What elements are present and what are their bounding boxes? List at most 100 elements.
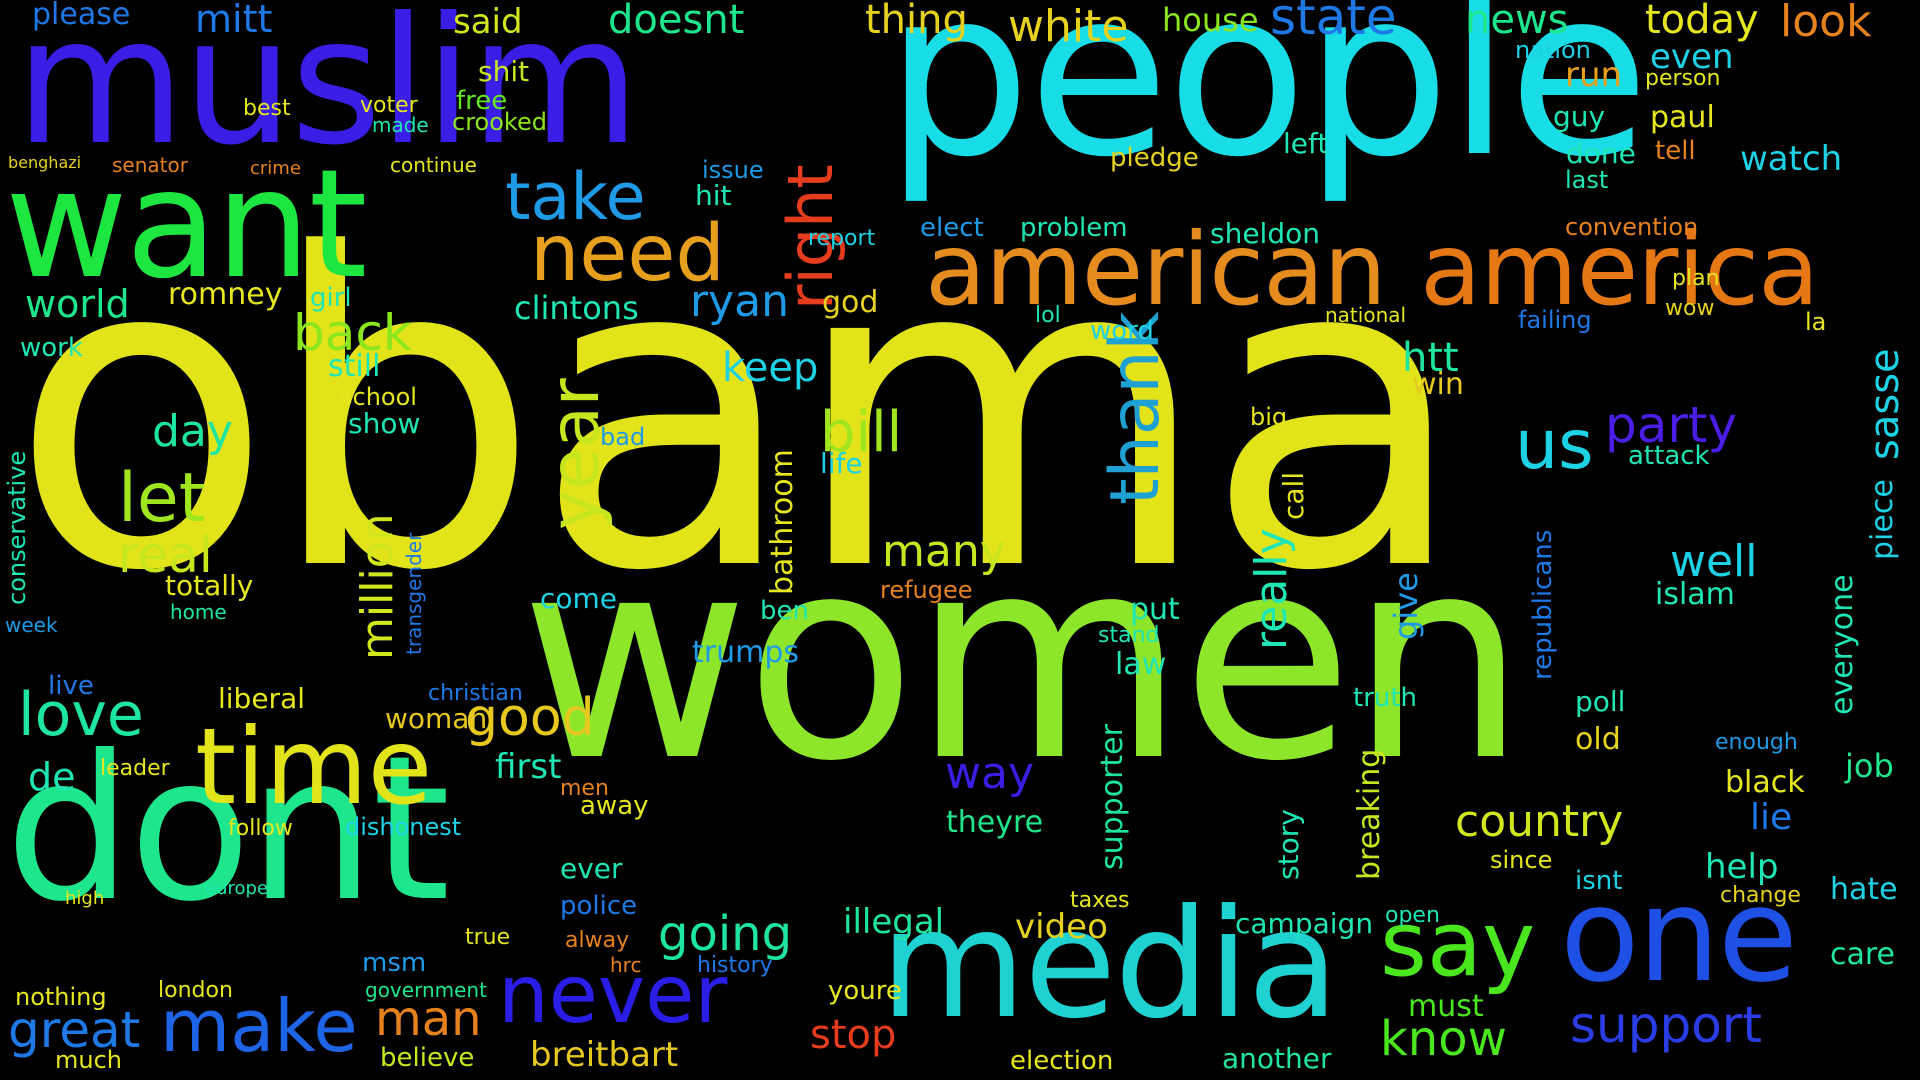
word-white: white	[1008, 1, 1129, 52]
word-convention: convention	[1565, 213, 1699, 241]
word-tell: tell	[1655, 136, 1696, 166]
word-media: media	[880, 878, 1339, 1052]
word-guy: guy	[1553, 100, 1606, 133]
word-make: make	[160, 984, 358, 1068]
word-crooked: crooked	[452, 108, 547, 136]
word-election: election	[1010, 1046, 1114, 1076]
word-want: want	[5, 138, 367, 312]
word-trumps: trumps	[692, 635, 800, 670]
word-away: away	[580, 791, 649, 821]
word-put: put	[1130, 592, 1180, 627]
word-benghazi: benghazi	[8, 153, 82, 172]
word-failing: failing	[1518, 306, 1592, 334]
word-look: look	[1780, 0, 1872, 47]
word-muslim: muslim	[15, 0, 640, 184]
word-doesnt: doesnt	[608, 0, 745, 43]
word-change: change	[1720, 883, 1801, 908]
word-believe: believe	[380, 1043, 475, 1073]
word-man: man	[375, 991, 482, 1047]
word-mitt: mitt	[195, 0, 273, 41]
word-help: help	[1705, 847, 1779, 887]
word-report: report	[808, 226, 876, 251]
word-men: men	[560, 776, 609, 801]
word-first: first	[495, 747, 562, 787]
word-day: day	[152, 406, 233, 457]
word-true: true	[465, 925, 511, 950]
word-care: care	[1830, 937, 1896, 972]
word-isnt: isnt	[1575, 866, 1623, 896]
word-bathroom: bathroom	[765, 449, 800, 595]
word-msm: msm	[362, 948, 427, 978]
word-shit: shit	[478, 55, 530, 88]
word-million: million	[352, 513, 403, 660]
word-left: left	[1283, 127, 1329, 160]
word-christian: christian	[428, 681, 523, 706]
word-voter: voter	[360, 93, 418, 118]
word-issue: issue	[702, 156, 764, 184]
word-breaking: breaking	[1352, 748, 1387, 880]
word-watch: watch	[1740, 139, 1843, 179]
word-conservative: conservative	[3, 450, 31, 605]
word-home: home	[170, 600, 227, 624]
word-hrc: hrc	[610, 953, 642, 977]
word-breitbart: breitbart	[530, 1035, 679, 1075]
word-many: many	[882, 526, 1006, 577]
word-said: said	[453, 2, 523, 42]
word-story: story	[1272, 809, 1305, 880]
word-pledge: pledge	[1110, 143, 1199, 173]
word-stand: stand	[1098, 623, 1160, 648]
word-everyone: everyone	[1825, 574, 1860, 715]
word-htt: htt	[1402, 335, 1459, 381]
word-open: open	[1385, 903, 1440, 928]
word-going: going	[658, 906, 793, 962]
word-supporter: supporter	[1095, 724, 1130, 870]
word-liberal: liberal	[218, 682, 306, 715]
word-leader: leader	[100, 756, 170, 781]
word-london: london	[158, 978, 233, 1003]
word-la: la	[1805, 308, 1827, 336]
word-piece: piece	[1865, 479, 1900, 560]
word-campaign: campaign	[1235, 907, 1374, 940]
word-real: real	[118, 526, 213, 584]
word-need: need	[530, 209, 725, 299]
word-person: person	[1645, 66, 1721, 91]
word-dishonest: dishonest	[345, 813, 462, 841]
word-god: god	[822, 285, 879, 320]
word-refugee: refugee	[880, 576, 973, 604]
word-another: another	[1222, 1042, 1332, 1075]
word-job: job	[1845, 747, 1894, 785]
word-europe: europe	[205, 878, 268, 899]
word-law: law	[1115, 647, 1167, 682]
word-win: win	[1412, 367, 1464, 402]
word-police: police	[560, 891, 638, 921]
word-bill: bill	[820, 400, 903, 465]
word-government: government	[365, 978, 487, 1002]
word-time: time	[195, 706, 433, 828]
word-way: way	[945, 748, 1034, 799]
word-sheldon: sheldon	[1210, 217, 1320, 250]
word-national: national	[1325, 303, 1407, 327]
word-republicans: republicans	[1528, 529, 1558, 680]
word-follow: follow	[228, 816, 293, 841]
word-people: people	[885, 0, 1650, 208]
word-life: life	[820, 447, 863, 480]
word-live: live	[48, 671, 94, 701]
word-word: word	[1090, 316, 1154, 346]
word-bad: bad	[600, 423, 646, 451]
word-house: house	[1162, 1, 1259, 39]
word-crime: crime	[250, 158, 301, 179]
word-keep: keep	[722, 345, 819, 391]
word-show: show	[348, 407, 421, 440]
word-romney: romney	[168, 277, 283, 312]
word-senator: senator	[112, 153, 188, 177]
word-say: say	[1380, 892, 1536, 997]
word-ryan: ryan	[690, 276, 789, 327]
word-country: country	[1455, 796, 1624, 847]
word-stop: stop	[810, 1012, 897, 1058]
word-plan: plan	[1672, 266, 1720, 291]
word-high: high	[65, 888, 105, 909]
word-week: week	[5, 613, 58, 637]
word-much: much	[55, 1046, 122, 1074]
word-year: year	[536, 378, 615, 530]
word-women: women	[520, 497, 1527, 823]
